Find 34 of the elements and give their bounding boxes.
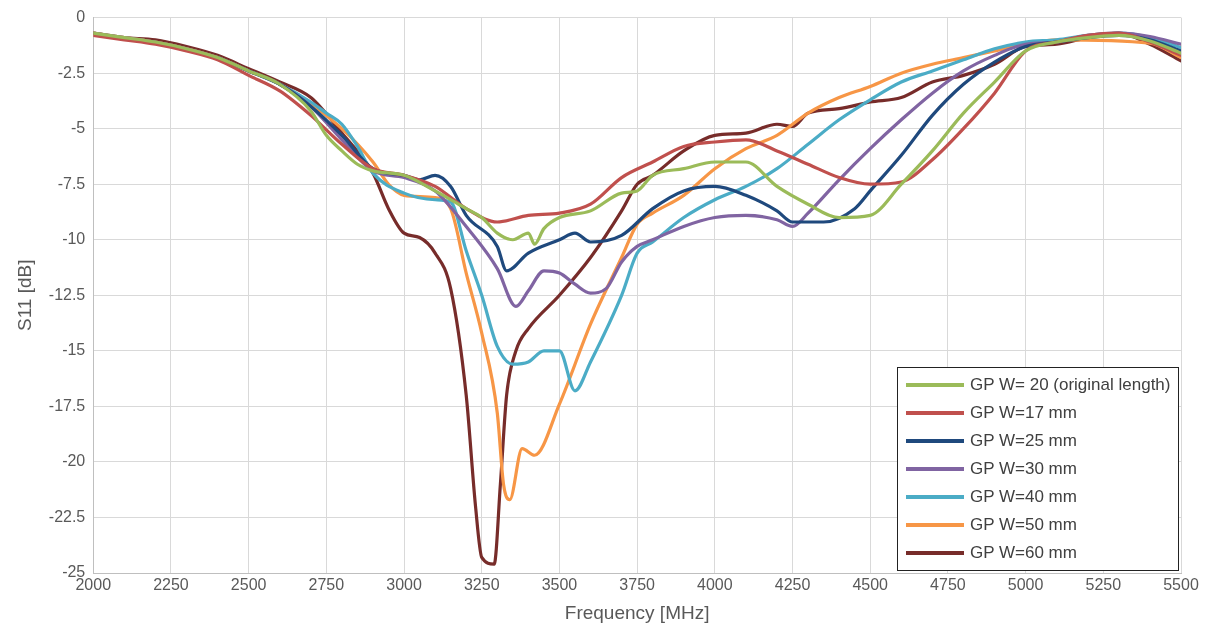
y-tick-label: -5 (71, 119, 86, 137)
legend-label: GP W=30 mm (970, 459, 1077, 479)
x-tick-label: 4750 (930, 576, 966, 594)
legend-label: GP W=40 mm (970, 487, 1077, 507)
y-axis-title: S11 [dB] (13, 259, 35, 332)
x-tick-label: 5250 (1085, 576, 1122, 594)
legend-label: GP W=60 mm (970, 543, 1077, 563)
x-tick-label: 4000 (697, 576, 733, 594)
legend-label: GP W= 20 (original length) (970, 375, 1171, 395)
x-tick-label: 2250 (153, 576, 189, 594)
x-tick-label: 2500 (230, 576, 267, 594)
x-tick-label: 3500 (541, 576, 578, 594)
x-tick-label: 3000 (386, 576, 422, 594)
y-tick-label: 0 (76, 8, 86, 26)
y-tick-label: -15 (62, 341, 86, 359)
x-tick-label: 2000 (75, 576, 112, 594)
legend-label: GP W=17 mm (970, 403, 1077, 423)
x-tick-label: 2750 (308, 576, 345, 594)
x-tick-label: 4500 (852, 576, 889, 594)
legend-label: GP W=25 mm (970, 431, 1077, 451)
x-tick-label: 5500 (1163, 576, 1199, 594)
legend-label: GP W=50 mm (970, 515, 1077, 535)
y-tick-label: -17.5 (48, 396, 86, 414)
y-tick-label: -7.5 (57, 174, 86, 192)
x-tick-label: 3250 (463, 576, 500, 594)
y-tick-label: -22.5 (48, 507, 86, 525)
y-tick-label: -2.5 (57, 63, 86, 81)
x-tick-label: 3750 (619, 576, 656, 594)
x-tick-label: 4250 (774, 576, 811, 594)
x-axis-title: Frequency [MHz] (564, 601, 710, 623)
y-tick-label: -20 (62, 452, 86, 470)
y-tick-label: -12.5 (48, 285, 86, 303)
x-tick-label: 5000 (1007, 576, 1044, 594)
y-tick-label: -10 (62, 230, 86, 248)
